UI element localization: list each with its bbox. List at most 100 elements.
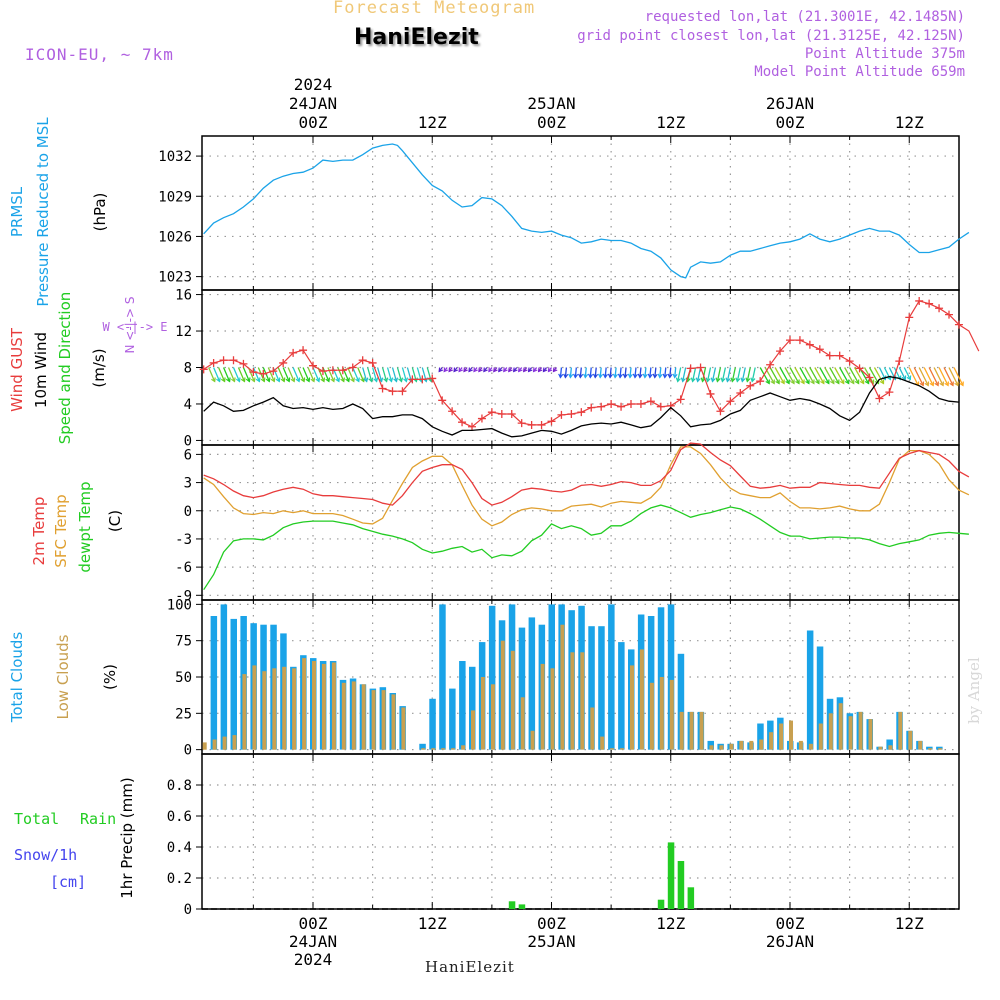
wind-direction-arrow xyxy=(295,377,301,383)
low-clouds-bar xyxy=(580,652,585,750)
wind-direction-arrow xyxy=(662,373,668,379)
low-clouds-bar xyxy=(779,723,784,750)
wind-direction-arrow xyxy=(789,367,800,384)
y-tick-label: 12 xyxy=(175,324,192,340)
wind-gust-label: Wind GUST xyxy=(8,327,26,412)
low-clouds-bar xyxy=(769,732,774,750)
wind-direction-arrow xyxy=(275,377,281,383)
sfc-temp-label: SFC Temp xyxy=(52,494,70,567)
gust-marker xyxy=(915,296,924,305)
gust-marker xyxy=(259,369,268,378)
wind-direction-arrow xyxy=(265,377,271,383)
low-clouds-bar xyxy=(351,681,356,750)
wind-direction-arrow xyxy=(240,377,246,383)
gust-marker xyxy=(239,359,248,368)
wind-direction-arrow xyxy=(944,381,949,387)
wind-direction-arrow xyxy=(879,379,885,385)
wind-direction-arrow xyxy=(563,373,569,379)
total-clouds-bar xyxy=(816,646,824,750)
wind-direction-arrow xyxy=(639,367,642,378)
wind-direction-arrow xyxy=(859,379,865,385)
total-clouds-bar xyxy=(518,627,526,750)
wind-direction-arrow xyxy=(938,367,949,386)
wind-direction-arrow xyxy=(592,373,599,379)
gust-marker xyxy=(328,366,337,375)
gust-marker xyxy=(388,387,397,396)
wind-direction-arrow xyxy=(627,373,633,379)
low-clouds-bar xyxy=(550,668,555,750)
point-altitude: Point Altitude 375m xyxy=(804,46,965,62)
wind-direction-arrow xyxy=(700,377,706,383)
wind-direction-arrow xyxy=(954,381,959,387)
wind-direction-arrow xyxy=(552,367,558,373)
total-clouds-bar xyxy=(588,626,595,750)
wind-direction-arrow xyxy=(948,367,959,386)
wind-direction-arrow xyxy=(794,367,805,384)
wind-direction-arrow xyxy=(785,379,790,385)
wind-unit-label: (m/s) xyxy=(90,348,108,387)
low-clouds-bar xyxy=(540,663,545,750)
gust-marker xyxy=(318,367,327,376)
wind-direction-arrow xyxy=(835,379,840,385)
wind-direction-arrow xyxy=(959,381,964,387)
time-label-top: 24JAN xyxy=(289,94,337,113)
low-clouds-bar xyxy=(828,713,833,750)
gust-marker xyxy=(408,375,417,384)
wind-direction-arrow xyxy=(834,367,845,384)
wind-direction-arrow xyxy=(814,367,825,384)
wind-direction-arrow xyxy=(208,367,216,382)
wind-direction-arrow xyxy=(312,367,320,382)
low-clouds-bar xyxy=(838,703,843,750)
rain-label: Rain xyxy=(80,810,116,828)
wind-direction-arrow xyxy=(659,367,662,378)
low-clouds-bar xyxy=(659,677,664,750)
low-clouds-bar xyxy=(749,740,754,750)
wind-direction-arrow xyxy=(350,377,355,383)
low-clouds-bar xyxy=(928,748,933,750)
wind-direction-arrow xyxy=(864,379,870,385)
wind-direction-arrow xyxy=(280,377,286,383)
low-clouds-bar xyxy=(480,677,485,750)
low-clouds-bar xyxy=(808,743,813,750)
wind-direction-arrow xyxy=(873,367,885,384)
low-clouds-bar xyxy=(590,707,595,750)
time-label-bottom: 00Z xyxy=(776,914,805,933)
wind-direction-arrow xyxy=(583,373,589,379)
wind-direction-arrow xyxy=(310,377,316,383)
gust-marker xyxy=(209,358,218,367)
wind-direction-arrow xyxy=(741,367,746,382)
time-label-bottom: 00Z xyxy=(537,914,566,933)
gust-marker xyxy=(477,414,486,423)
low-clouds-bar xyxy=(500,640,505,750)
wind-dir-label: Speed and Direction xyxy=(56,292,74,445)
wind-direction-arrow xyxy=(315,377,321,383)
wind-direction-arrow xyxy=(706,367,712,382)
wind-direction-arrow xyxy=(795,379,800,385)
total-clouds-bar xyxy=(439,604,446,750)
gust-marker xyxy=(954,320,963,329)
time-label-top: 2024 xyxy=(294,75,333,94)
wind-direction-arrow xyxy=(518,367,523,373)
low-clouds-bar xyxy=(719,745,724,750)
wind-direction-arrow xyxy=(726,367,732,382)
wind-direction-arrow xyxy=(307,367,315,382)
y-tick-label: 75 xyxy=(175,634,192,650)
gust-marker xyxy=(786,336,794,345)
low-clouds-bar xyxy=(699,711,704,750)
panel-frame-pressure xyxy=(201,135,960,291)
gust-marker xyxy=(398,387,407,396)
gust-marker xyxy=(438,396,447,405)
gust-marker xyxy=(676,395,685,404)
low-clouds-bar xyxy=(600,736,605,750)
total-label: Total xyxy=(14,810,59,828)
wind-direction-arrow xyxy=(844,367,855,384)
low-clouds-bar xyxy=(510,650,515,750)
wind-direction-arrow xyxy=(849,379,855,385)
gust-marker xyxy=(825,351,834,360)
wind-direction-arrow xyxy=(532,367,538,373)
gust-marker xyxy=(299,346,308,355)
wind-direction-arrow xyxy=(667,373,673,379)
temp-unit-label: (C) xyxy=(106,510,124,532)
wind-direction-arrow xyxy=(381,367,388,382)
wind-direction-arrow xyxy=(759,367,770,384)
